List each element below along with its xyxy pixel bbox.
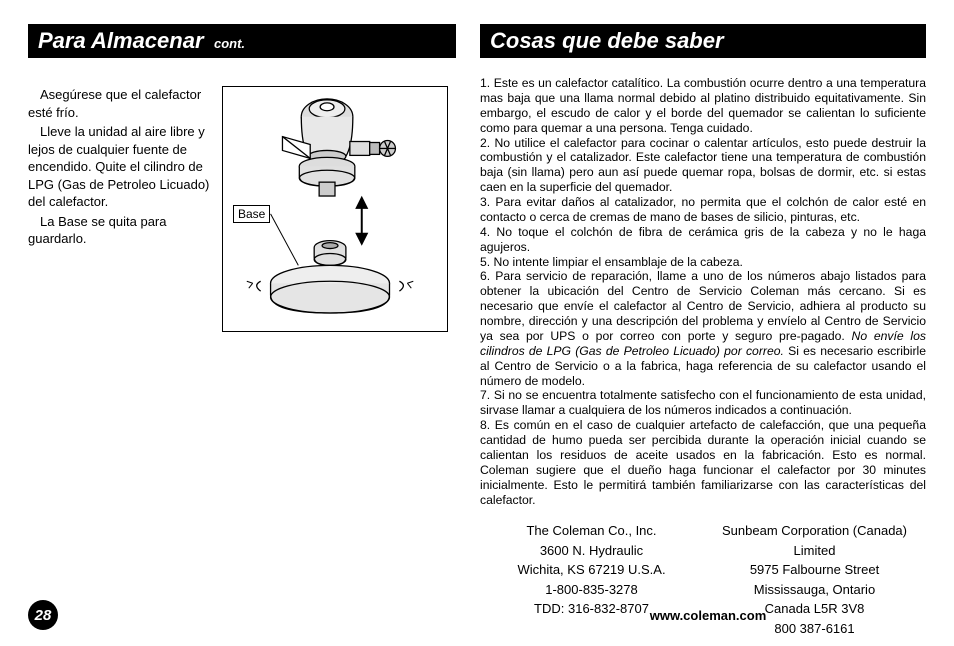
item-7: 7. Si no se encuentra totalmente satisfe… xyxy=(480,388,926,418)
contact-right-2: 5975 Falbourne Street xyxy=(703,560,926,580)
right-section-header: Cosas que debe saber xyxy=(480,24,926,58)
contact-left-1: The Coleman Co., Inc. xyxy=(480,521,703,541)
right-body-text: 1. Este es un calefactor catalítico. La … xyxy=(480,76,926,507)
page-number-badge: 28 xyxy=(28,600,58,630)
right-column: Cosas que debe saber 1. Este es un calef… xyxy=(480,24,926,584)
left-header-cont: cont. xyxy=(214,36,245,51)
item-1: 1. Este es un calefactor catalítico. La … xyxy=(480,76,926,136)
left-column: Para Almacenar cont. Asegúrese que el ca… xyxy=(28,24,456,584)
left-instruction-text: Asegúrese que el calefactor esté frío. L… xyxy=(28,86,210,332)
left-para-3: La Base se quita para guardarlo. xyxy=(28,213,210,248)
item-8: 8. Es común en el caso de cualquier arte… xyxy=(480,418,926,507)
website-url: www.coleman.com xyxy=(490,608,926,623)
contact-left-3: Wichita, KS 67219 U.S.A. xyxy=(480,560,703,580)
left-section-header: Para Almacenar cont. xyxy=(28,24,456,58)
item-5: 5. No intente limpiar el ensamblaje de l… xyxy=(480,255,926,270)
right-header-title: Cosas que debe saber xyxy=(490,28,724,53)
contact-left-2: 3600 N. Hydraulic xyxy=(480,541,703,561)
left-para-1: Asegúrese que el calefactor esté frío. xyxy=(28,86,210,121)
base-label: Base xyxy=(233,205,270,223)
left-para-2: Lleve la unidad al aire libre y lejos de… xyxy=(28,123,210,211)
page-number: 28 xyxy=(35,607,52,624)
contact-right-1: Sunbeam Corporation (Canada) Limited xyxy=(703,521,926,560)
contact-left-4: 1-800-835-3278 xyxy=(480,580,703,600)
diagram-box: Base xyxy=(222,86,448,332)
item-6: 6. Para servicio de reparación, llame a … xyxy=(480,269,926,388)
contact-right-3: Mississauga, Ontario xyxy=(703,580,926,600)
page-footer: 28 www.coleman.com xyxy=(0,600,954,630)
item-2: 2. No utilice el calefactor para cocinar… xyxy=(480,136,926,196)
item-3: 3. Para evitar daños al catalizador, no … xyxy=(480,195,926,225)
left-header-title: Para Almacenar xyxy=(38,28,204,53)
item-4: 4. No toque el colchón de fibra de cerám… xyxy=(480,225,926,255)
